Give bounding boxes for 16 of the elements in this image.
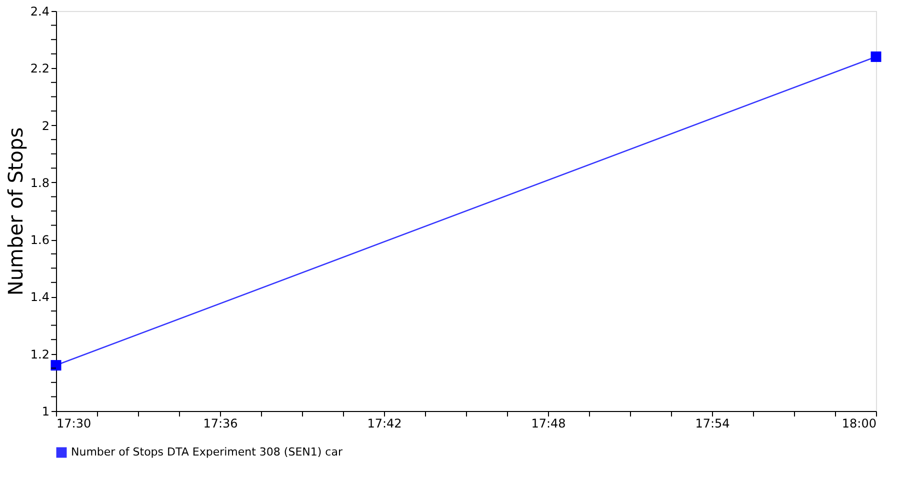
- y-tick-label: 2.2: [30, 62, 50, 76]
- y-tick-label: 1: [42, 404, 50, 418]
- x-tick-label: 17:36: [203, 416, 238, 430]
- x-tick-label: 18:00: [842, 416, 876, 430]
- x-tick-label: 17:42: [367, 416, 402, 430]
- y-tick-label: 1.2: [30, 347, 50, 362]
- y-tick-label: 2.4: [30, 4, 50, 18]
- x-tick-label: 17:54: [695, 416, 730, 430]
- y-tick-label: 1.6: [30, 233, 50, 248]
- x-tick-label: 17:30: [56, 416, 92, 430]
- legend-label: Number of Stops DTA Experiment 308 (SEN1) car: [71, 446, 343, 458]
- y-tick-label: 2: [42, 118, 50, 133]
- x-tick-label: 17:48: [531, 416, 566, 430]
- y-tick-label: 1.8: [30, 176, 50, 190]
- y-axis-title: Number of Stops: [3, 127, 28, 296]
- y-tick-label: 1.4: [30, 290, 50, 304]
